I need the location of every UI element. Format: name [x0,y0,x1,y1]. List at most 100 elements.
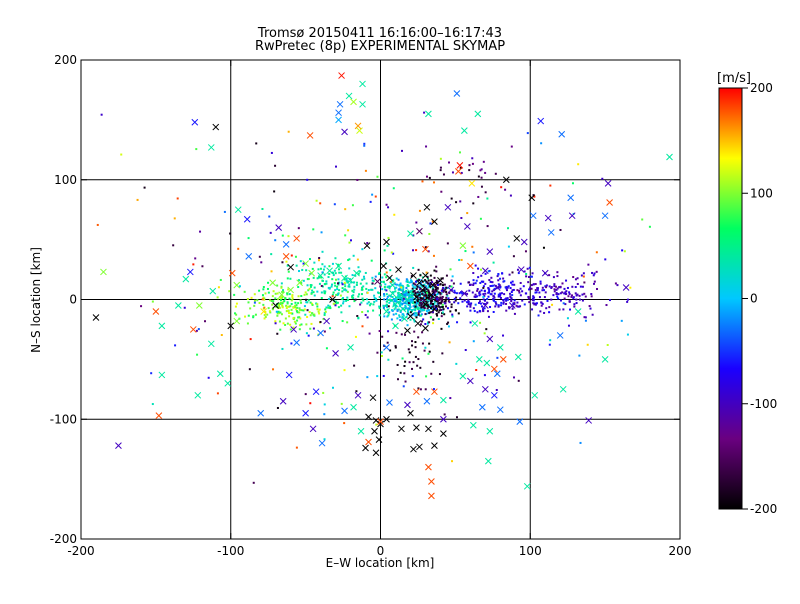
data-cross-stroke [359,80,366,88]
data-dot [436,286,439,289]
data-dot [313,286,316,289]
data-dot [382,374,385,377]
data-cross [362,444,369,452]
data-dot [390,299,393,302]
data-dot [401,297,404,300]
data-dot [298,328,301,331]
data-dot [509,296,512,299]
data-cross-stroke [431,305,438,313]
data-dot [386,341,389,344]
data-dot [410,296,413,299]
data-cross [556,332,564,339]
data-cross [499,356,507,363]
data-cross [493,284,501,291]
data-cross [666,153,673,161]
data-dot [403,308,406,311]
data-dot [486,297,489,300]
data-dot [575,302,578,305]
data-dot [307,289,310,292]
data-dot [399,287,402,290]
data-dot [492,310,495,313]
data-dot [382,307,385,310]
data-dot [317,275,320,278]
data-dot [419,310,422,313]
data-dot [512,302,515,305]
data-cross [410,445,417,453]
data-dot [331,278,334,281]
data-dot [371,279,374,282]
data-dot [456,321,459,324]
data-dot [233,293,236,296]
data-cross [207,144,215,151]
data-dot [284,317,287,320]
data-cross-stroke [416,279,423,287]
data-dot [470,302,473,305]
data-dot [648,225,651,228]
data-dot [564,291,567,294]
data-dot [321,271,324,274]
data-dot [299,317,302,320]
data-cross [459,242,467,249]
data-dot [328,272,331,275]
data-dot [431,293,434,296]
data-dot [488,291,491,294]
data-cross [447,286,455,294]
data-dot [275,305,278,308]
data-dot [417,278,420,281]
data-dot [388,294,391,297]
data-cross [383,308,390,315]
data-dot [483,374,486,377]
data-dot [464,292,467,295]
data-dot [264,315,267,318]
data-cross-stroke [272,302,280,309]
data-cross [428,478,435,485]
data-cross [257,409,265,417]
data-cross-stroke [422,324,429,332]
data-dot [276,406,279,409]
data-dot [472,279,475,282]
data-dot [405,291,408,294]
data-cross-stroke [354,122,362,130]
data-dot [290,302,293,305]
data-dot [293,320,296,323]
data-cross [372,417,380,424]
data-dot [534,303,537,306]
data-dot [574,292,577,295]
data-cross-stroke [100,268,107,276]
data-dot [556,275,559,278]
data-dot [409,318,412,321]
data-dot [392,279,395,282]
data-dot [369,302,372,305]
data-dot [440,315,443,318]
data-dot [100,113,103,116]
data-dot [478,290,481,293]
data-dot [261,207,264,210]
data-dot [323,265,326,268]
data-dot [420,302,423,305]
data-dot [548,274,551,277]
data-dot [511,271,514,274]
data-dot [348,285,351,288]
data-cross [401,315,408,323]
data-dot [306,316,309,319]
data-dot [474,296,477,299]
data-cross [158,371,166,379]
data-dot [518,291,521,294]
data-cross-stroke [404,327,411,334]
data-dot [281,306,284,309]
data-cross-stroke [296,279,303,287]
data-dot [385,303,388,306]
data-cross [517,266,525,273]
data-dot [266,313,269,316]
data-dot [451,275,454,278]
data-cross-stroke [455,168,462,175]
data-dot [383,294,386,297]
data-dot [360,293,363,296]
data-dot [459,167,462,170]
data-dot [440,302,443,305]
data-dot [584,319,587,322]
data-dot [201,265,204,268]
data-cross-stroke [332,350,339,357]
data-dot [331,262,334,265]
data-dot [506,297,509,300]
